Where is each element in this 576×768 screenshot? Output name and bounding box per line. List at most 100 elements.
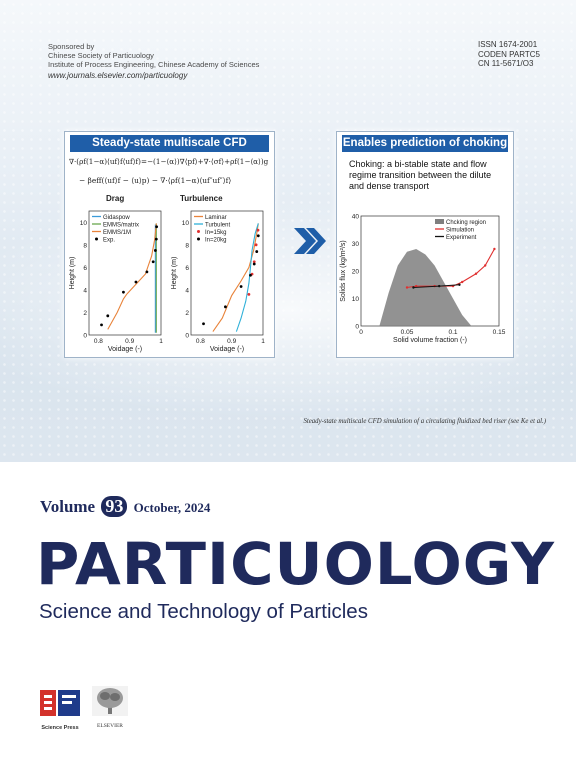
y-tick-label: 10 [80, 220, 88, 227]
legend-label: Gidaspow [103, 215, 130, 221]
legend-label: EMMS/matrix [103, 223, 139, 229]
y-tick-label: 8 [185, 242, 189, 249]
legend-label: Experiment [446, 235, 477, 241]
data-point [249, 273, 252, 277]
journal-title: PARTICUOLOGY [36, 530, 555, 598]
drag-voidage-chart: 0 2 4 6 8 10 0.8 0.9 1 Voidage (-) Height (m) Gidas… [69, 210, 163, 353]
legend-label: Turbulent [205, 223, 230, 229]
y-tick-label: 2 [185, 310, 189, 317]
data-point [151, 260, 155, 264]
x-tick-label: 0.9 [227, 338, 236, 345]
legend-label: Chcking region [446, 220, 486, 226]
series-line [212, 223, 259, 332]
sponsor-line: Sponsored by [48, 42, 95, 51]
x-tick-label: 0 [359, 329, 363, 336]
legend-label: Exp. [103, 238, 115, 244]
elsevier-logo: ELSEVIER [92, 686, 128, 729]
x-tick-label: 1 [261, 338, 265, 345]
issue-date: October, 2024 [133, 500, 211, 515]
y-axis-label: Solids flux (kg/m²/s) [340, 240, 347, 301]
journal-subtitle: Science and Technology of Particles [39, 600, 368, 623]
y-tick-label: 2 [83, 310, 87, 317]
legend-swatch [95, 237, 98, 241]
sponsor-line: Institute of Process Engineering, Chines… [48, 60, 260, 69]
legend-label: EMMS/1M [103, 230, 131, 236]
left-panel: Steady-state multiscale CFD modeling ∇·(… [64, 131, 275, 358]
data-point [247, 293, 251, 296]
y-tick-label: 6 [83, 265, 87, 272]
sponsor-line: Chinese Society of Particuology [48, 51, 154, 60]
turbulence-label: Turbulence [180, 194, 223, 203]
series-line [107, 223, 157, 330]
legend-label: In=15kg [205, 230, 227, 236]
legend-label: Simulation [446, 228, 474, 234]
turbulence-voidage-chart: 0 2 4 6 8 10 0.8 0.9 1 Voidage (-) Height (m) Lamin… [171, 210, 265, 353]
legend-swatch [435, 219, 444, 224]
plot-frame [190, 210, 264, 336]
data-point [252, 260, 256, 264]
science-press-logo: Science Press [38, 688, 82, 731]
legend-swatch [197, 237, 200, 241]
left-panel-title: Steady-state multiscale CFD modeling [70, 135, 269, 166]
x-tick-label: 0.8 [94, 338, 103, 345]
momentum-equation-line2: − βeff(⟨uf⟩f − ⟨u⟩p) − ∇·⟨ρf(1−α)⟨uf″uf″… [79, 176, 232, 185]
y-tick-label: 40 [352, 214, 360, 221]
y-tick-label: 0 [355, 324, 359, 331]
plot-frame [88, 210, 162, 336]
series-marker [493, 247, 496, 251]
science-press-label: Science Press [41, 725, 79, 731]
data-point [155, 225, 159, 229]
volume-prefix: Volume [40, 497, 96, 516]
drag-label: Drag [106, 194, 125, 203]
data-point [100, 323, 103, 327]
volume-number: 93 [101, 496, 128, 517]
y-tick-label: 4 [185, 287, 189, 294]
legend-label: Laminar [205, 215, 227, 221]
data-point [122, 290, 125, 294]
series-marker [438, 284, 441, 288]
series-marker [458, 283, 461, 286]
chevron-right-icon [294, 228, 326, 254]
y-tick-label: 20 [352, 269, 360, 276]
legend-label: In=20kg [205, 238, 227, 244]
data-point [239, 285, 243, 288]
y-tick-label: 8 [83, 242, 87, 249]
series-line [406, 248, 495, 289]
y-tick-label: 10 [352, 296, 360, 303]
data-point [256, 228, 260, 232]
data-point [153, 249, 157, 252]
data-point [254, 243, 258, 247]
issn: ISSN 1674-2001 [478, 40, 538, 49]
cn-code: CN 11-5671/O3 [478, 59, 534, 68]
volume-line: Volume 93 October, 2024 [40, 496, 210, 517]
x-tick-label: 0.15 [493, 329, 506, 336]
series-line [235, 223, 259, 332]
y-tick-label: 30 [352, 241, 360, 248]
data-point [224, 305, 227, 309]
y-axis-label: Height (m) [171, 257, 178, 290]
data-point [154, 237, 158, 241]
cover-image-area: Sponsored by Chinese Society of Particuo… [0, 0, 576, 462]
choking-region-area [379, 249, 472, 326]
y-tick-label: 4 [83, 287, 87, 294]
x-tick-label: 0.1 [448, 329, 457, 336]
data-point [145, 270, 149, 274]
legend-swatch [197, 230, 200, 233]
x-axis-label: Solid volume fraction (-) [393, 337, 467, 344]
journal-url[interactable]: www.journals.elsevier.com/particuology [48, 71, 188, 80]
x-axis-label: Voidage (-) [210, 346, 244, 353]
right-panel-title: Enables prediction of choking [342, 135, 508, 152]
momentum-equation-line1: ∇·(ρf(1−α)⟨uf⟩f⟨uf⟩f)=−(1−⟨α⟩)∇⟨pf⟩+∇·⟨σ… [69, 157, 269, 166]
choking-description: Choking: a bi-stable state and flow regi… [349, 159, 492, 191]
science-press-emblem-icon [40, 690, 80, 716]
x-tick-label: 1 [159, 338, 163, 345]
series-marker [474, 272, 478, 275]
series-marker [461, 280, 464, 284]
y-tick-label: 0 [185, 333, 189, 340]
coden: CODEN PARTC5 [478, 49, 540, 59]
series-marker [484, 264, 487, 267]
x-axis-label: Voidage (-) [108, 346, 142, 353]
choking-flux-chart: 0 10 20 30 40 0 0.05 0.1 0.15 Solid volume fracti… [340, 214, 506, 345]
sponsor-block: Sponsored by Chinese Society of Particuo… [48, 42, 259, 80]
issn-block: ISSN 1674-2001 CODEN PARTC5 CN 11-5671/O… [478, 40, 540, 69]
